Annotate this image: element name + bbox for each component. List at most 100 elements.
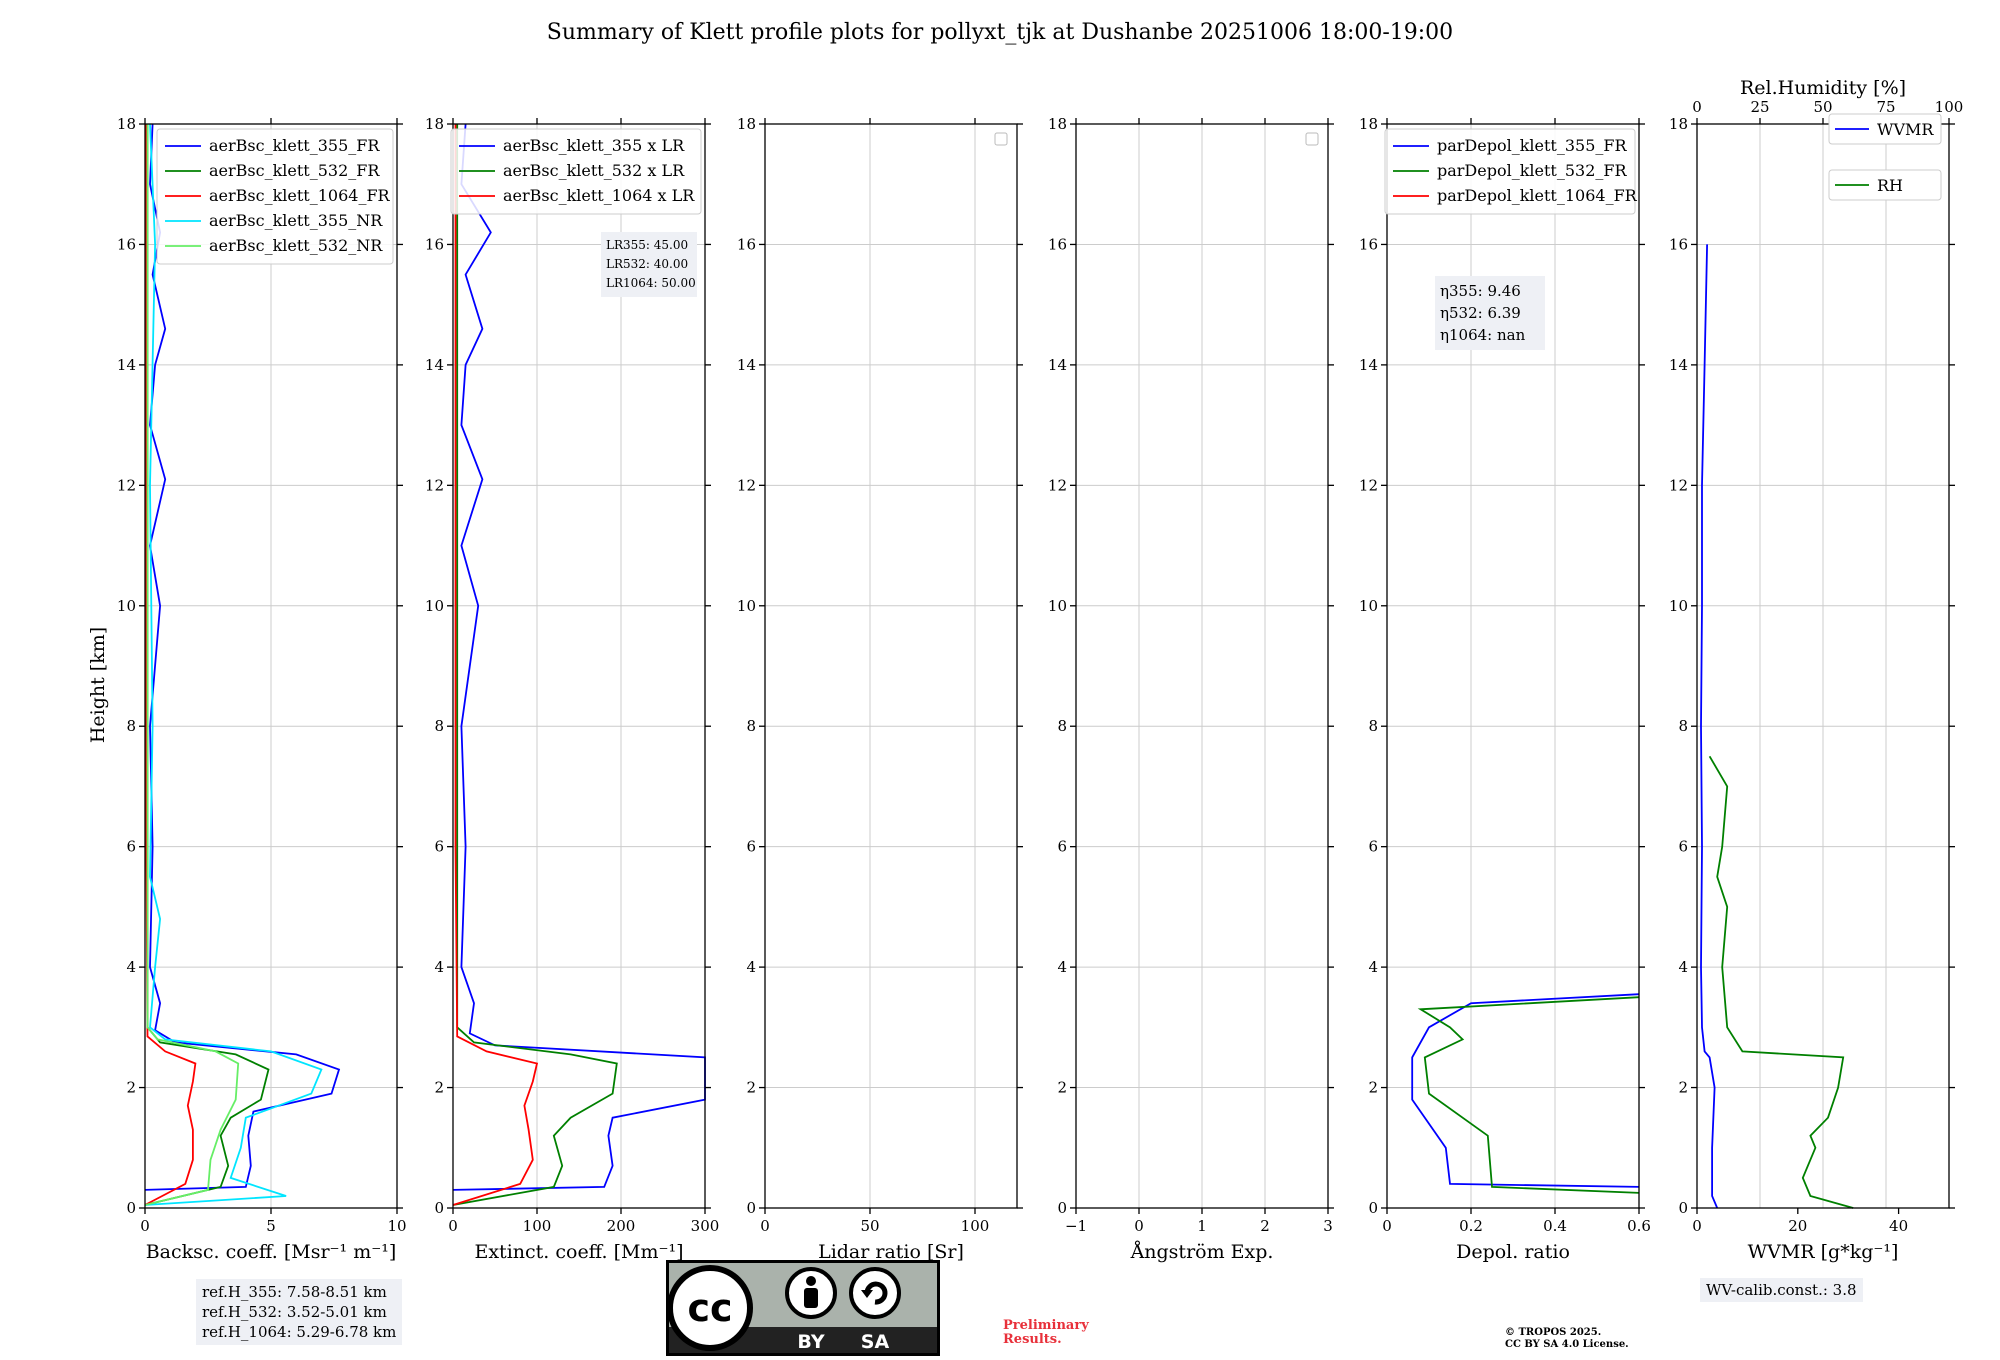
x-tick-label: 5 — [266, 1217, 276, 1235]
y-tick-label: 18 — [1669, 115, 1688, 133]
legend-label: aerBsc_klett_1064 x LR — [503, 186, 695, 205]
ref-height-1064: ref.H_1064: 5.29-6.78 km — [202, 1323, 397, 1341]
by-label: BY — [797, 1331, 824, 1353]
x-tick-label: −1 — [1065, 1217, 1087, 1235]
legend-label: WVMR — [1877, 120, 1934, 139]
y-tick-label: 14 — [425, 356, 444, 374]
y-tick-label: 12 — [1669, 476, 1688, 494]
annotation-line: η532: 6.39 — [1440, 304, 1521, 322]
axes-frame — [452, 123, 706, 1209]
legend-label: aerBsc_klett_355_FR — [209, 136, 380, 155]
y-tick-label: 0 — [1057, 1199, 1067, 1217]
ref-height-532: ref.H_532: 3.52-5.01 km — [202, 1303, 387, 1321]
x-tick-label: 200 — [607, 1217, 636, 1235]
reference-heights-box: ref.H_355: 7.58-8.51 km ref.H_532: 3.52-… — [196, 1279, 403, 1345]
annotation-box — [601, 232, 697, 297]
series-line-aerBsc_klett_532_NR — [144, 124, 240, 1206]
series-line-aerBsc_klett_355_NR — [144, 123, 323, 1206]
series-line-aerBsc_klett_1064_FR — [144, 124, 197, 1206]
y-tick-label: 18 — [117, 115, 136, 133]
x-tick-label: 1 — [1197, 1217, 1207, 1235]
preliminary-line-2: Results. — [1003, 1332, 1062, 1347]
y-tick-label: 6 — [1057, 838, 1067, 856]
y-tick-label: 14 — [1048, 356, 1067, 374]
x-tick-label: 10 — [387, 1217, 406, 1235]
y-tick-label: 8 — [1057, 717, 1067, 735]
y-tick-label: 0 — [434, 1199, 444, 1217]
y-tick-label: 4 — [126, 958, 136, 976]
y-tick-label: 4 — [746, 958, 756, 976]
ref-height-355: ref.H_355: 7.58-8.51 km — [202, 1283, 387, 1301]
x-tick-label: 0 — [1134, 1217, 1144, 1235]
x-axis-label: Ångström Exp. — [1130, 1241, 1274, 1263]
wv-calibration-box: WV-calib.const.: 3.8 — [1700, 1278, 1863, 1302]
y-tick-label: 10 — [737, 597, 756, 615]
x-tick-label: 0.4 — [1543, 1217, 1567, 1235]
series-line-parDepol_klett_355_FR — [1411, 993, 1640, 1188]
preliminary-line-1: Preliminary — [1003, 1318, 1089, 1333]
x-tick-label: 40 — [1889, 1217, 1908, 1235]
cc-icon — [667, 1265, 753, 1351]
copyright-line-1: © TROPOS 2025. — [1505, 1327, 1602, 1338]
series-line-aerBsc_klett_355_FR — [144, 123, 341, 1191]
axes-frame — [764, 123, 1018, 1209]
sa-label: SA — [861, 1331, 890, 1353]
y-tick-label: 16 — [117, 235, 136, 253]
y-tick-label: 14 — [1359, 356, 1378, 374]
y-tick-label: 4 — [1678, 958, 1688, 976]
y-tick-label: 2 — [1368, 1079, 1378, 1097]
x-tick-label: 0.2 — [1459, 1217, 1483, 1235]
annotation-line: LR1064: 50.00 — [606, 276, 696, 290]
y-tick-label: 0 — [1678, 1199, 1688, 1217]
legend-box — [1828, 169, 1942, 201]
y-tick-label: 16 — [425, 235, 444, 253]
y-tick-label: 6 — [1678, 838, 1688, 856]
x-tick-label: 100 — [961, 1217, 990, 1235]
sa-icon-arc — [864, 1281, 888, 1305]
y-tick-label: 4 — [1368, 958, 1378, 976]
series-line-aerBsc_klett_532 x LR — [452, 124, 618, 1206]
y-tick-label: 2 — [434, 1079, 444, 1097]
by-icon-head — [806, 1276, 816, 1286]
x-tick-label: 0 — [760, 1217, 770, 1235]
x-tick-label: 0 — [448, 1217, 458, 1235]
y-tick-label: 6 — [126, 838, 136, 856]
legend-label: aerBsc_klett_1064_FR — [209, 186, 391, 205]
annotation-line: η355: 9.46 — [1440, 282, 1521, 300]
annotation-line: LR355: 45.00 — [606, 238, 688, 252]
y-tick-label: 14 — [737, 356, 756, 374]
y-tick-label: 10 — [117, 597, 136, 615]
x-tick-label: 100 — [523, 1217, 552, 1235]
x-tick-label: 2 — [1260, 1217, 1270, 1235]
x2-tick-label: 75 — [1876, 98, 1895, 116]
y-tick-label: 8 — [434, 717, 444, 735]
x-axis-label: WVMR [g*kg⁻¹] — [1748, 1241, 1899, 1263]
y-tick-label: 10 — [1048, 597, 1067, 615]
x-tick-label: 0 — [1692, 1217, 1702, 1235]
panel-lidar_ratio: 0 2 4 6 8 10 12 14 16 18 0 50 100 Lidar ratio [Sr] — [737, 115, 1023, 1263]
y-tick-label: 12 — [1048, 476, 1067, 494]
preliminary-note: Preliminary Results. — [1003, 1319, 1089, 1347]
legend-label: aerBsc_klett_355 x LR — [503, 136, 685, 155]
y-tick-label: 16 — [737, 235, 756, 253]
x-axis-label: Backsc. coeff. [Msr⁻¹ m⁻¹] — [146, 1241, 397, 1263]
legend-label: aerBsc_klett_532_FR — [209, 161, 380, 180]
y-tick-label: 8 — [746, 717, 756, 735]
x2-tick-label: 50 — [1813, 98, 1832, 116]
x-tick-label: 50 — [860, 1217, 879, 1235]
legend-label: RH — [1877, 176, 1903, 195]
y-tick-label: 10 — [1669, 597, 1688, 615]
y-tick-label: 14 — [1669, 356, 1688, 374]
cc-icon-text: cc — [687, 1286, 732, 1330]
y-tick-label: 0 — [746, 1199, 756, 1217]
axes-frame — [1386, 123, 1640, 1209]
series-line-aerBsc_klett_532_FR — [144, 124, 270, 1206]
x-axis-label: Extinct. coeff. [Mm⁻¹] — [474, 1241, 683, 1263]
copyright-line-2: CC BY SA 4.0 License. — [1505, 1339, 1629, 1350]
y-tick-label: 18 — [1048, 115, 1067, 133]
y-tick-label: 12 — [425, 476, 444, 494]
empty-legend-box — [994, 132, 1008, 146]
legend-label: parDepol_klett_1064_FR — [1437, 186, 1638, 205]
